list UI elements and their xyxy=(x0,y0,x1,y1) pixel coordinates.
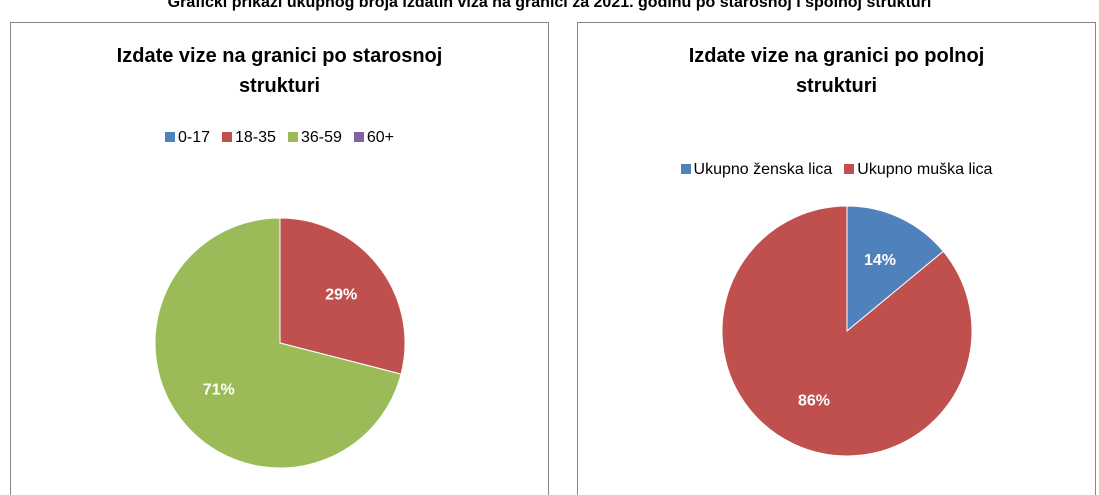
legend-label: 60+ xyxy=(366,129,394,146)
legend-item: 0-17 xyxy=(164,129,211,147)
legend-item: Ukupno muška lica xyxy=(844,161,992,179)
legend-label: Ukupno muška lica xyxy=(857,161,993,178)
legend-swatch xyxy=(164,132,175,142)
legend-item: 18-35 xyxy=(222,129,276,147)
pie-slice xyxy=(846,205,945,333)
chart-box: 14% 86% Izdate vize na granici po polnoj s… xyxy=(577,22,1096,495)
legend-label: Ukupno ženska lica xyxy=(693,161,833,178)
legend-swatch xyxy=(844,164,855,174)
chart-title: Izdate vize na granici po starosnoj stru… xyxy=(116,45,443,97)
legend-swatch xyxy=(222,132,233,142)
pie-chart: 29% 71% xyxy=(154,217,406,469)
pie-slice xyxy=(154,217,402,469)
legend-label: 18-35 xyxy=(235,129,276,146)
legend-label: 0-17 xyxy=(177,129,211,146)
legend-swatch xyxy=(287,132,298,142)
pie-slice xyxy=(721,205,973,457)
legend-item: 60+ xyxy=(353,129,394,147)
legend-label: 36-59 xyxy=(300,129,342,146)
legend-swatch xyxy=(353,132,364,142)
data-label: 14% xyxy=(864,252,896,269)
data-label: 71% xyxy=(203,382,235,399)
chart-box: 29% 71% Izdate vize na granici po starosno… xyxy=(10,22,549,495)
pie-slice xyxy=(279,217,406,375)
page-title: Grafički prikazi ukupnog broja izdatih v… xyxy=(167,0,932,11)
data-label: 86% xyxy=(798,392,830,409)
legend-swatch xyxy=(680,164,691,174)
pie-chart: 14% 86% xyxy=(721,205,973,457)
data-label: 29% xyxy=(325,287,357,304)
legend-item: Ukupno ženska lica xyxy=(680,161,833,179)
chart-title: Izdate vize na granici po polnoj struktu… xyxy=(688,45,985,97)
legend: 0-17 18-35 36-59 60+ xyxy=(11,129,548,147)
legend-item: 36-59 xyxy=(287,129,342,147)
legend: Ukupno ženska lica Ukupno muška lica xyxy=(578,161,1095,179)
